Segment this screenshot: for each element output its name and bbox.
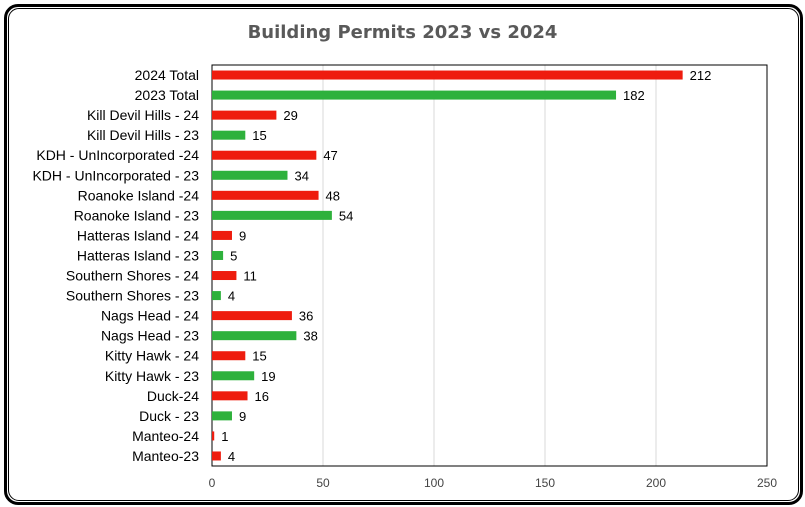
- bar: [212, 250, 224, 260]
- bar: [212, 351, 246, 361]
- bar: [212, 90, 617, 100]
- bar: [212, 371, 255, 381]
- category-label: Duck - 23: [139, 408, 199, 424]
- category-label: Nags Head - 23: [101, 328, 199, 344]
- data-label: 4: [228, 289, 235, 304]
- bar: [212, 271, 237, 281]
- category-label: 2023 Total: [135, 87, 199, 103]
- data-label: 34: [294, 168, 308, 183]
- x-tick-label: 100: [424, 476, 444, 490]
- grid-layer: [211, 64, 768, 467]
- category-label: KDH - UnIncorporated - 23: [32, 167, 199, 183]
- bar: [212, 190, 319, 200]
- chart-title: Building Permits 2023 vs 2024: [247, 22, 558, 43]
- x-tick-label: 0: [209, 476, 216, 490]
- chart-frame: [4, 4, 803, 505]
- data-label: 5: [230, 248, 237, 263]
- data-label: 54: [339, 208, 353, 223]
- bar-layer: [212, 70, 683, 461]
- data-label: 38: [303, 329, 317, 344]
- category-label: Manteo-23: [132, 448, 199, 464]
- x-tick-label: 150: [535, 476, 555, 490]
- x-tick-label: 50: [316, 476, 330, 490]
- bar: [212, 411, 232, 421]
- category-label: Southern Shores - 24: [66, 268, 199, 284]
- category-label: Roanoke Island -24: [78, 187, 200, 203]
- data-label: 19: [261, 369, 275, 384]
- data-label: 9: [239, 228, 246, 243]
- x-tick-label: 200: [646, 476, 666, 490]
- category-label: Kitty Hawk - 23: [105, 368, 199, 384]
- category-label: Nags Head - 24: [101, 308, 199, 324]
- bar: [212, 391, 248, 401]
- category-label: Kill Devil Hills - 24: [87, 107, 199, 123]
- data-label: 9: [239, 409, 246, 424]
- data-label: 36: [299, 309, 313, 324]
- chart-frame-inner: [8, 8, 799, 501]
- data-label: 48: [326, 188, 340, 203]
- bar: [212, 110, 277, 120]
- category-label: Duck-24: [147, 388, 199, 404]
- bar: [212, 130, 246, 140]
- category-label: Hatteras Island - 24: [77, 227, 199, 243]
- data-label: 47: [323, 148, 337, 163]
- bar: [212, 70, 683, 80]
- bar: [212, 210, 332, 220]
- bar: [212, 170, 288, 180]
- data-label: 15: [252, 349, 266, 364]
- bar: [212, 331, 297, 341]
- category-label: Roanoke Island - 23: [74, 207, 200, 223]
- data-label: 212: [690, 68, 712, 83]
- data-label: 16: [255, 389, 269, 404]
- plot-area: [211, 64, 768, 467]
- bar: [212, 451, 221, 461]
- category-label: Kill Devil Hills - 23: [87, 127, 199, 143]
- bar: [212, 431, 215, 441]
- category-label: Hatteras Island - 23: [77, 247, 199, 263]
- category-label: KDH - UnIncorporated -24: [36, 147, 199, 163]
- data-label: 11: [243, 269, 256, 284]
- data-label: 29: [283, 108, 297, 123]
- x-tick-label: 250: [757, 476, 777, 490]
- category-label: Manteo-24: [132, 428, 199, 444]
- category-label: Southern Shores - 23: [66, 288, 199, 304]
- bar: [212, 150, 317, 160]
- label-layer: 0 50 100 150 200 250 2024 Total 212 2023 Total 18…: [32, 67, 777, 490]
- data-label: 15: [252, 128, 266, 143]
- bar: [212, 311, 292, 321]
- bar: [212, 230, 232, 240]
- data-label: 1: [221, 429, 228, 444]
- category-label: 2024 Total: [135, 67, 199, 83]
- bar: [212, 291, 221, 301]
- data-label: 182: [623, 88, 645, 103]
- data-label: 4: [228, 449, 235, 464]
- category-label: Kitty Hawk - 24: [105, 348, 199, 364]
